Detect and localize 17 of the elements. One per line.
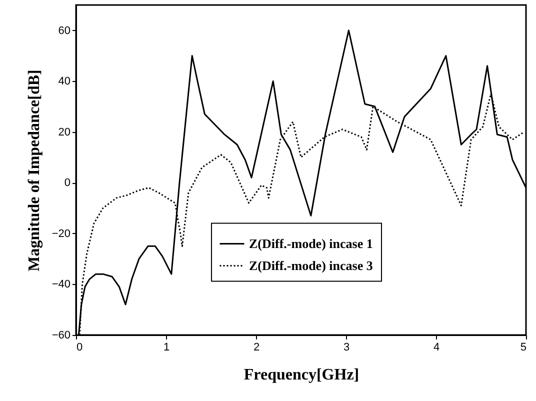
y-tick-label: −20 [52,228,70,240]
y-tick-label: 0 [64,177,70,190]
x-tick-label: 0 [76,342,83,354]
y-tick-label: 60 [58,24,70,37]
y-axis-title: Magnitude of Impedance[dB] [26,70,43,272]
legend-label: Z(Diff.-mode) incase 3 [249,258,374,273]
x-tick-label: 3 [343,342,350,354]
x-tick-label: 4 [433,342,440,354]
y-tick-label: −60 [52,330,70,342]
x-tick-label: 1 [163,342,170,354]
y-tick-label: −40 [52,278,70,291]
x-tick-label: 2 [253,342,260,354]
x-axis-title: Frequency[GHz] [244,366,360,384]
y-tick-label: 20 [58,126,70,138]
legend-label: Z(Diff.-mode) incase 1 [249,236,373,251]
y-tick-label: 40 [58,76,70,88]
x-tick-label: 5 [520,342,526,354]
